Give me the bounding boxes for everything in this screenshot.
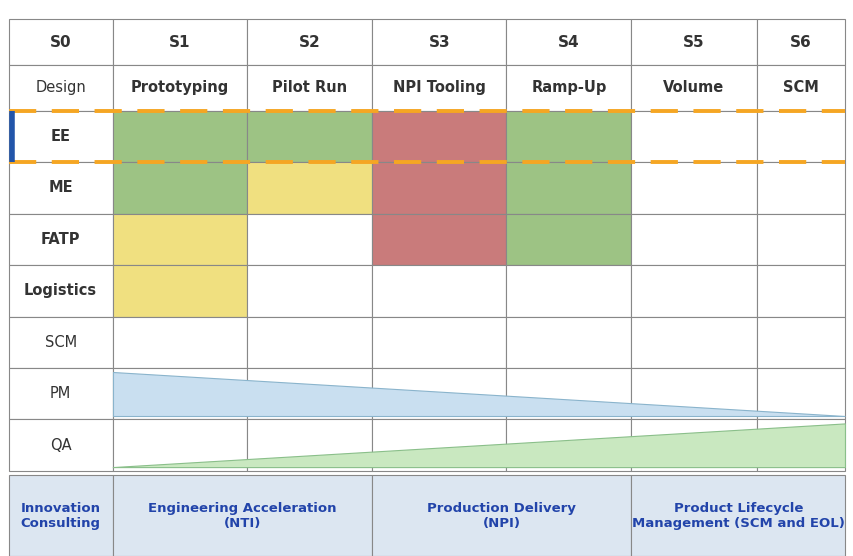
Text: ME: ME xyxy=(49,180,73,195)
Bar xyxy=(247,65,372,111)
Text: S6: S6 xyxy=(789,35,811,49)
Text: NPI Tooling: NPI Tooling xyxy=(392,81,485,95)
Bar xyxy=(756,368,844,419)
Bar xyxy=(113,65,247,111)
Bar xyxy=(247,368,372,419)
Bar xyxy=(372,65,506,111)
Bar xyxy=(372,475,630,556)
Text: EE: EE xyxy=(50,129,71,144)
Bar xyxy=(506,19,630,65)
Text: SCM: SCM xyxy=(44,335,77,350)
Text: S2: S2 xyxy=(299,35,320,49)
Bar xyxy=(113,265,247,316)
Bar xyxy=(9,162,113,214)
Text: Prototyping: Prototyping xyxy=(131,81,229,95)
Text: Product Lifecycle
Management (SCM and EOL): Product Lifecycle Management (SCM and EO… xyxy=(631,502,844,530)
Bar xyxy=(630,19,756,65)
Text: SCM: SCM xyxy=(782,81,818,95)
Bar xyxy=(506,65,630,111)
Bar xyxy=(756,316,844,368)
Polygon shape xyxy=(113,424,844,468)
Text: Pilot Run: Pilot Run xyxy=(272,81,346,95)
Bar xyxy=(372,214,506,265)
Text: S4: S4 xyxy=(558,35,579,49)
Bar xyxy=(506,162,630,214)
Bar xyxy=(506,368,630,419)
Text: Design: Design xyxy=(35,81,86,95)
Bar xyxy=(630,65,756,111)
Bar xyxy=(506,316,630,368)
Bar xyxy=(630,111,756,162)
Bar xyxy=(247,111,372,162)
Bar xyxy=(247,419,372,471)
Bar xyxy=(630,162,756,214)
Bar xyxy=(9,65,113,111)
Bar xyxy=(630,265,756,316)
Text: S1: S1 xyxy=(169,35,190,49)
Bar xyxy=(113,368,247,419)
Bar xyxy=(113,475,372,556)
Bar xyxy=(630,475,844,556)
Text: S0: S0 xyxy=(49,35,72,49)
Bar xyxy=(630,316,756,368)
Bar xyxy=(9,419,113,471)
Bar xyxy=(372,368,506,419)
Bar xyxy=(756,214,844,265)
Bar xyxy=(113,162,247,214)
Bar xyxy=(506,419,630,471)
Bar xyxy=(113,214,247,265)
Text: Logistics: Logistics xyxy=(24,284,97,298)
Bar xyxy=(506,111,630,162)
Bar xyxy=(506,265,630,316)
Bar xyxy=(9,111,113,162)
Bar xyxy=(9,214,113,265)
Bar xyxy=(372,316,506,368)
Bar xyxy=(756,65,844,111)
Bar xyxy=(372,265,506,316)
Bar xyxy=(9,316,113,368)
Bar xyxy=(9,475,113,556)
Bar xyxy=(113,419,247,471)
Bar xyxy=(9,368,113,419)
Text: S5: S5 xyxy=(682,35,704,49)
Bar xyxy=(756,265,844,316)
Bar xyxy=(372,111,506,162)
Text: S3: S3 xyxy=(428,35,450,49)
Text: Volume: Volume xyxy=(663,81,724,95)
Polygon shape xyxy=(113,373,844,416)
Bar xyxy=(9,265,113,316)
Text: Innovation
Consulting: Innovation Consulting xyxy=(20,502,101,530)
Bar xyxy=(247,316,372,368)
Bar xyxy=(756,111,844,162)
Text: Engineering Acceleration
(NTI): Engineering Acceleration (NTI) xyxy=(148,502,336,530)
Bar xyxy=(247,19,372,65)
Bar xyxy=(756,162,844,214)
Bar xyxy=(756,19,844,65)
Text: FATP: FATP xyxy=(41,232,80,247)
Text: PM: PM xyxy=(50,386,71,401)
Bar xyxy=(630,368,756,419)
Bar xyxy=(113,316,247,368)
Bar xyxy=(630,214,756,265)
Bar xyxy=(113,111,247,162)
Text: Ramp-Up: Ramp-Up xyxy=(531,81,606,95)
Bar xyxy=(9,19,113,65)
Bar xyxy=(113,19,247,65)
Text: QA: QA xyxy=(49,438,72,453)
Bar xyxy=(506,214,630,265)
Bar xyxy=(247,162,372,214)
Bar xyxy=(372,162,506,214)
Bar xyxy=(630,419,756,471)
Bar xyxy=(372,419,506,471)
Bar xyxy=(247,214,372,265)
Bar xyxy=(247,265,372,316)
Bar xyxy=(372,19,506,65)
Text: Production Delivery
(NPI): Production Delivery (NPI) xyxy=(426,502,576,530)
Bar xyxy=(756,419,844,471)
